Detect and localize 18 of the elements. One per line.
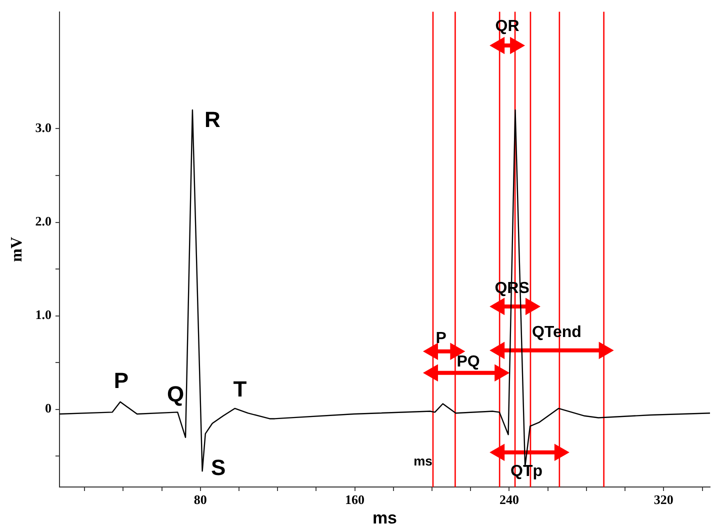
x-tick-label: 320	[654, 492, 674, 508]
annotation: P	[436, 330, 447, 347]
x-tick-label: 80	[194, 492, 207, 508]
y-tick-label: 1.0	[35, 307, 52, 322]
annotation: Q	[166, 381, 184, 406]
annotation: S	[210, 455, 226, 480]
annotation: ms	[414, 454, 432, 469]
annotation: R	[204, 107, 221, 132]
x-axis-title: ms	[372, 508, 398, 528]
y-tick-label: 3.0	[35, 120, 52, 136]
y-tick-label: 0	[44, 400, 52, 416]
annotation: PQ	[456, 353, 480, 370]
y-axis-title: mV	[8, 236, 26, 262]
y-tick-label: 2.0	[35, 214, 52, 229]
annotation: P	[114, 368, 129, 393]
x-tick-label: 240	[499, 492, 519, 508]
x-tick-label: 160	[345, 492, 365, 508]
annotation: T	[233, 376, 248, 402]
